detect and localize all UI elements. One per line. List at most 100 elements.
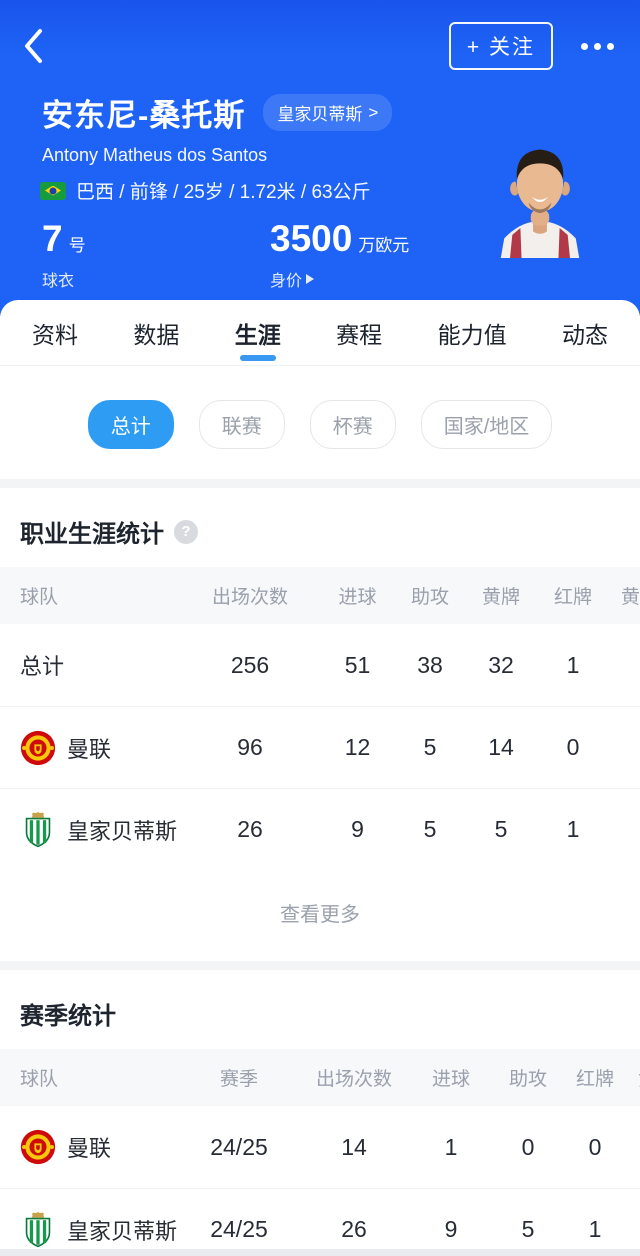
content-card: 资料 数据 生涯 赛程 能力值 动态 总计 联赛 杯赛 国家/地区 职业生涯统计…	[0, 300, 640, 1256]
man-utd-logo	[20, 1129, 56, 1165]
filter-total[interactable]: 总计	[87, 400, 174, 449]
section-divider	[0, 961, 640, 970]
tab-profile[interactable]: 资料	[30, 298, 80, 368]
player-name: 安东尼-桑托斯	[42, 98, 246, 133]
table-row[interactable]: 皇家贝蒂斯 24/25 26 9 5 1	[0, 1188, 640, 1256]
red-cards-value: 0	[588, 1133, 602, 1160]
market-value-unit: 万欧元	[358, 236, 410, 255]
appearances-value: 96	[237, 734, 263, 760]
player-header: + 关注 安东尼-桑托斯 皇家贝蒂斯 > Antony Matheus dos …	[0, 0, 640, 316]
filter-pills: 总计 联赛 杯赛 国家/地区	[0, 366, 640, 479]
player-info-line: 巴西 / 前锋 / 25岁 / 1.72米 / 63公斤	[0, 166, 640, 204]
column-header: 助攻	[508, 1069, 547, 1090]
career-stats-section: 职业生涯统计 ? 球队 出场次数 进球 助攻 黄牌 红牌 黄牌 总计 256 5…	[0, 488, 640, 961]
goals-value: 1	[444, 1133, 458, 1160]
table-row[interactable]: 皇家贝蒂斯 26 9 5 5 1	[0, 788, 640, 870]
tab-bar: 资料 数据 生涯 赛程 能力值 动态	[0, 300, 640, 366]
tab-label: 数据	[133, 321, 180, 348]
tab-label: 资料	[32, 321, 78, 348]
tab-news[interactable]: 动态	[560, 298, 610, 368]
table-row[interactable]: 总计 256 51 38 32 1	[0, 624, 640, 706]
betis-logo	[25, 811, 51, 847]
chevron-right-icon: >	[368, 102, 379, 122]
team-name: 皇家贝蒂斯	[67, 818, 178, 844]
filter-national[interactable]: 国家/地区	[420, 400, 553, 449]
triangle-right-icon	[306, 273, 315, 284]
red-cards-value: 0	[566, 734, 580, 760]
season-section-title: 赛季统计	[20, 1003, 116, 1030]
jersey-label: 球衣	[42, 272, 75, 290]
table-row[interactable]: 曼联 24/25 14 1 0 0	[0, 1106, 640, 1188]
column-header: 出场次数	[315, 1069, 392, 1090]
active-tab-underline	[239, 354, 276, 361]
jersey-unit: 号	[68, 236, 86, 255]
assists-value: 5	[423, 816, 437, 842]
man-utd-logo	[20, 730, 56, 765]
column-header: 助攻	[410, 587, 449, 608]
market-value-label: 身价	[270, 272, 303, 290]
filter-league[interactable]: 联赛	[198, 400, 285, 449]
column-header-clipped: 黄牌	[626, 1064, 640, 1091]
appearances-value: 14	[341, 1133, 367, 1160]
column-header: 进球	[338, 587, 377, 608]
yellow-cards-value: 32	[488, 651, 514, 678]
goals-value: 51	[344, 651, 371, 678]
red-cards-value: 1	[588, 1216, 602, 1242]
team-name: 曼联	[67, 736, 112, 762]
career-section-title: 职业生涯统计	[20, 521, 164, 548]
player-bio-text: 巴西 / 前锋 / 25岁 / 1.72米 / 63公斤	[76, 182, 371, 203]
assists-value: 0	[521, 1133, 535, 1160]
tab-ability[interactable]: 能力值	[436, 298, 509, 368]
appearances-value: 26	[341, 1216, 367, 1242]
season-stats-section: 赛季统计 球队 赛季 出场次数 进球 助攻 红牌 黄牌	[0, 970, 640, 1256]
tab-data[interactable]: 数据	[131, 298, 181, 368]
market-value-number: 3500	[270, 218, 353, 259]
column-header-clipped: 黄牌	[621, 587, 640, 608]
column-header: 出场次数	[211, 587, 288, 608]
current-team-badge[interactable]: 皇家贝蒂斯 >	[263, 94, 393, 131]
goals-value: 9	[444, 1216, 458, 1242]
column-header: 红牌	[575, 1069, 614, 1090]
market-value-stat[interactable]: 3500 万欧元 身价	[270, 218, 410, 291]
tab-label: 能力值	[437, 321, 507, 348]
brazil-flag-icon	[40, 181, 66, 200]
follow-button[interactable]: + 关注	[448, 22, 553, 70]
more-options-icon[interactable]	[579, 37, 616, 56]
bottom-edge-strip	[0, 1249, 640, 1256]
jersey-number: 7	[42, 218, 63, 259]
tab-label: 赛程	[336, 321, 383, 348]
team-badge-label: 皇家贝蒂斯	[277, 105, 363, 124]
assists-value: 38	[417, 651, 443, 678]
red-cards-value: 1	[566, 816, 580, 842]
season-value: 24/25	[210, 1216, 268, 1242]
player-photo	[500, 149, 580, 258]
assists-value: 5	[423, 734, 437, 760]
tab-label: 动态	[561, 321, 608, 348]
filter-cup[interactable]: 杯赛	[309, 400, 396, 449]
column-header: 赛季	[219, 1069, 258, 1090]
season-table-header: 球队 赛季 出场次数 进球 助攻 红牌 黄牌	[0, 1049, 640, 1106]
column-header: 进球	[431, 1069, 470, 1090]
career-table-header: 球队 出场次数 进球 助攻 黄牌 红牌 黄牌	[0, 567, 640, 624]
help-icon[interactable]: ?	[174, 519, 198, 544]
goals-value: 12	[344, 734, 371, 760]
column-header: 黄牌	[481, 587, 520, 608]
red-cards-value: 1	[566, 651, 580, 678]
back-icon[interactable]	[22, 26, 62, 66]
season-value: 24/25	[210, 1133, 268, 1160]
yellow-cards-value: 14	[488, 734, 514, 760]
table-row[interactable]: 曼联 96 12 5 14 0	[0, 706, 640, 788]
team-name: 曼联	[67, 1136, 112, 1161]
player-english-name: Antony Matheus dos Santos	[42, 145, 268, 165]
tab-schedule[interactable]: 赛程	[334, 298, 384, 368]
view-more-link[interactable]: 查看更多	[280, 904, 360, 926]
column-header: 球队	[20, 587, 59, 608]
tab-career[interactable]: 生涯	[233, 298, 283, 368]
tab-label: 生涯	[234, 321, 281, 348]
yellow-cards-value: 5	[494, 816, 508, 842]
column-header: 红牌	[553, 587, 592, 608]
appearances-value: 26	[237, 816, 263, 842]
column-header: 球队	[20, 1069, 59, 1090]
